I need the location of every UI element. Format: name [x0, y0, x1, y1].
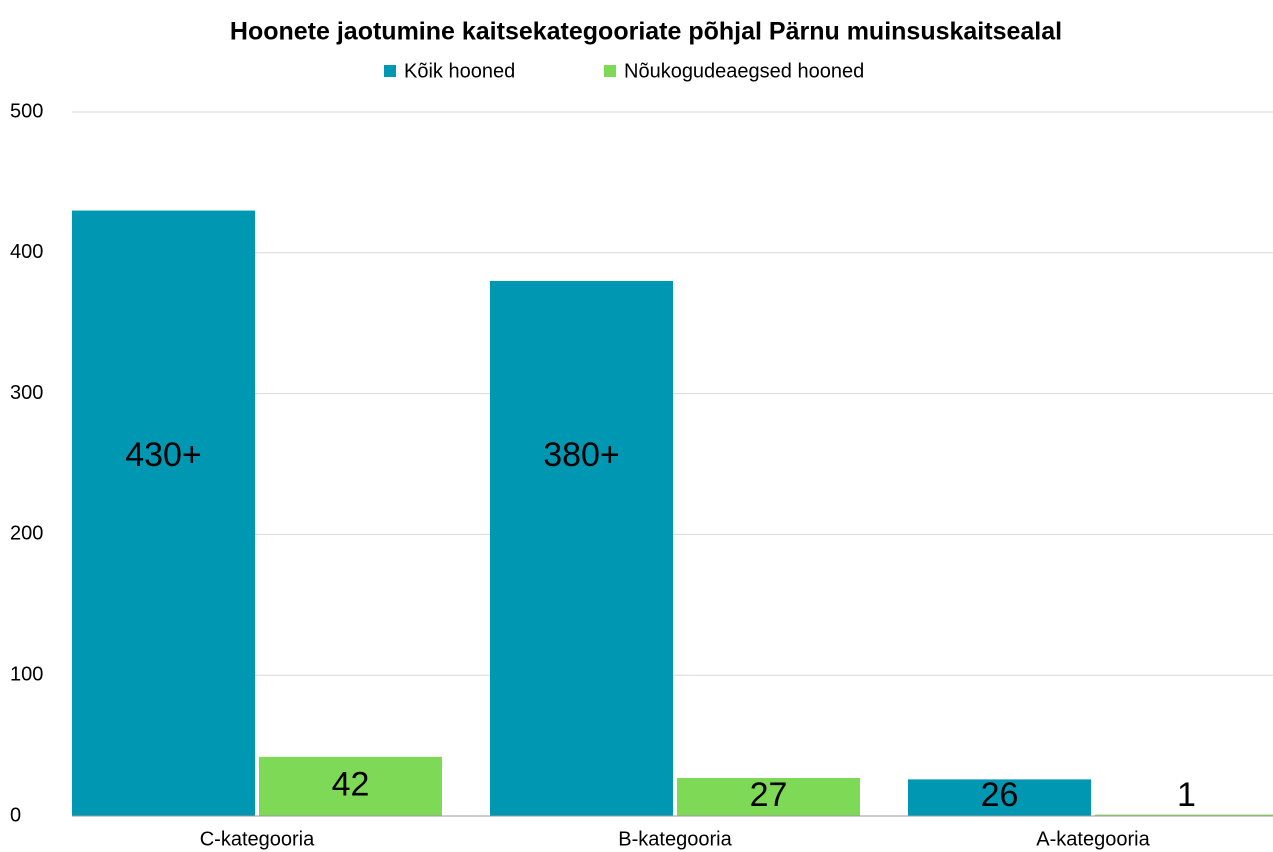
data-label: 26 — [981, 776, 1019, 814]
x-tick-label: C-kategooria — [200, 828, 315, 850]
chart-title: Hoonete jaotumine kaitsekategooriate põh… — [230, 18, 1062, 46]
bar — [72, 210, 255, 816]
bar — [490, 280, 673, 817]
bar — [908, 779, 1091, 816]
bar — [677, 777, 860, 816]
data-label: 1 — [1177, 776, 1196, 814]
bar — [259, 756, 442, 816]
legend-swatch — [384, 65, 396, 77]
y-tick-label: 200 — [10, 523, 43, 545]
y-tick-label: 100 — [10, 663, 43, 685]
legend-swatch — [604, 65, 616, 77]
y-tick-label: 500 — [10, 100, 43, 122]
data-label: 42 — [332, 765, 370, 803]
legend-label: Kõik hooned — [404, 60, 515, 82]
y-tick-label: 0 — [10, 804, 21, 826]
data-label: 380+ — [543, 436, 620, 474]
x-tick-label: B-kategooria — [618, 828, 732, 850]
bars: 430+ 42 380+ 27 26 1 — [72, 210, 1273, 817]
y-tick-label: 300 — [10, 382, 43, 404]
y-tick-label: 400 — [10, 241, 43, 263]
legend-label: Nõukogudeaegsed hooned — [624, 60, 864, 82]
bar — [1095, 814, 1273, 816]
x-tick-label: A-kategooria — [1036, 828, 1150, 850]
data-label: 430+ — [125, 436, 202, 474]
data-label: 27 — [750, 776, 788, 814]
